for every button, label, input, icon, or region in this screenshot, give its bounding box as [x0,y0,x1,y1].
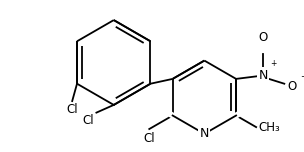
Text: +: + [270,59,276,68]
Text: CH₃: CH₃ [258,121,280,134]
Text: N: N [258,69,268,81]
Text: Cl: Cl [66,103,78,116]
Text: O: O [287,80,297,93]
Text: Cl: Cl [143,132,155,145]
Text: N: N [200,127,209,140]
Text: Cl: Cl [83,114,95,127]
Text: O: O [258,31,268,44]
Text: −: − [300,72,304,81]
